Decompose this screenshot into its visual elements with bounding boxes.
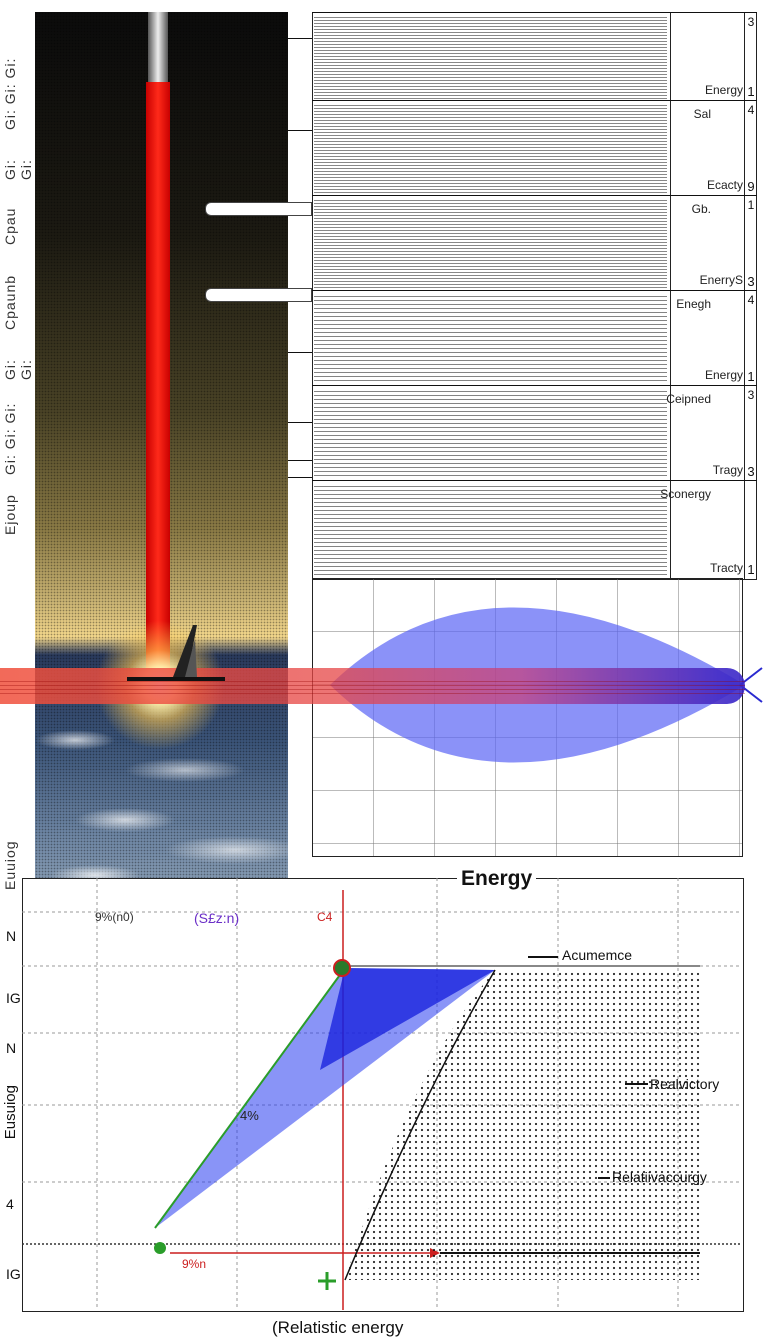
green-line bbox=[154, 967, 346, 1229]
row-label-bottom: Ecacty bbox=[706, 178, 743, 192]
beam-top-segment bbox=[148, 12, 168, 82]
table-row: Sal 4 Ecacty 9 bbox=[312, 100, 757, 196]
row-num-top: 4 bbox=[747, 103, 755, 117]
row-label-top: Ceipned bbox=[666, 392, 711, 406]
row-num-top: 3 bbox=[747, 388, 755, 402]
legend-label-1: Acumemce bbox=[562, 947, 633, 963]
vertical-label-2: Gi: Gi: bbox=[2, 159, 34, 180]
row-label-bottom: Tragy bbox=[712, 463, 743, 477]
red-marker-label: C4 bbox=[317, 910, 333, 924]
row-num-bottom: 9 bbox=[747, 179, 755, 194]
row-num-bottom: 1 bbox=[747, 369, 755, 384]
row-label-top: Enegh bbox=[676, 297, 711, 311]
row-num-bottom: 3 bbox=[747, 274, 755, 289]
top-mid-label: (S£z:n) bbox=[194, 910, 240, 926]
y-tick-label: 4 bbox=[6, 1196, 14, 1212]
row-label-bottom: Energy bbox=[704, 83, 743, 97]
hatched-region bbox=[345, 970, 700, 1280]
y-tick-label: N bbox=[6, 1040, 17, 1056]
y-tick-label: IG bbox=[6, 1266, 21, 1282]
black-curve bbox=[344, 969, 496, 1281]
y-tick-label: N bbox=[6, 928, 17, 944]
percent-label: 4% bbox=[240, 1108, 259, 1123]
top-marker bbox=[333, 959, 351, 977]
row-num-bottom: 1 bbox=[747, 84, 755, 99]
table-row: Enegh 4 Energy 1 bbox=[312, 290, 757, 386]
green-start-point bbox=[154, 1242, 166, 1254]
row-label-bottom: EnerryS bbox=[699, 273, 743, 287]
horizontal-beam bbox=[0, 668, 745, 704]
vertical-label-3: Cpau bbox=[2, 207, 18, 245]
legend-label-3: Relatiivaccurgy bbox=[612, 1169, 707, 1185]
row-num-bottom: 1 bbox=[747, 562, 755, 577]
y-tick-label: IG bbox=[6, 990, 21, 1006]
row-num-top: 3 bbox=[747, 15, 755, 29]
table-row: 3 Energy 1 bbox=[312, 12, 757, 101]
connector-tick bbox=[288, 352, 312, 353]
blue-triangle-dark bbox=[320, 968, 495, 1070]
vertical-label-5: Gi: Gi: bbox=[2, 359, 34, 380]
pointer-bar bbox=[205, 202, 312, 216]
table-row: Gb. 1 EnerryS 3 bbox=[312, 195, 757, 291]
table-row: Ceipned 3 Tragy 3 bbox=[312, 385, 757, 481]
vertical-label-4: Cpaunb bbox=[2, 274, 18, 330]
green-plus-icon bbox=[318, 1272, 336, 1290]
vertical-label-1: Gi: Gi: Gi: bbox=[2, 57, 18, 130]
vertical-label-7: Ejoup bbox=[2, 494, 18, 535]
row-label-top: Sal bbox=[693, 107, 711, 121]
row-label-top: Sconergy bbox=[660, 487, 711, 501]
row-label-top: Gb. bbox=[691, 202, 711, 216]
connector-tick bbox=[288, 460, 312, 461]
vertical-label-6: Gi: Gi: Gi: bbox=[2, 402, 18, 475]
x-axis-label: (Relatistic energy bbox=[272, 1318, 404, 1337]
pointer-bar bbox=[205, 288, 312, 302]
y-axis-label: Eusuiog bbox=[2, 1085, 19, 1140]
row-num-top: 4 bbox=[747, 293, 755, 307]
row-num-top: 1 bbox=[747, 198, 755, 212]
bottom-percent-label: 9%n bbox=[182, 1257, 207, 1271]
vertical-red-beam bbox=[146, 82, 170, 682]
aircraft-icon bbox=[127, 625, 225, 681]
legend-label-2: Realvictory bbox=[650, 1076, 720, 1092]
chart-title: Energy bbox=[457, 867, 537, 891]
connector-tick bbox=[288, 38, 312, 39]
table-row: Sconergy Tracty 1 bbox=[312, 480, 757, 579]
horizontal-beam-lines bbox=[0, 678, 745, 694]
connector-tick bbox=[288, 477, 312, 478]
row-label-bottom: Tracty bbox=[710, 561, 743, 575]
bottom-chart bbox=[22, 878, 742, 1310]
row-num-bottom: 3 bbox=[747, 464, 755, 479]
blue-triangle bbox=[155, 968, 495, 1228]
row-label-bottom: Energy bbox=[704, 368, 743, 382]
top-left-label: 9%(n0) bbox=[95, 910, 134, 924]
connector-tick bbox=[288, 422, 312, 423]
connector-tick bbox=[288, 130, 312, 131]
